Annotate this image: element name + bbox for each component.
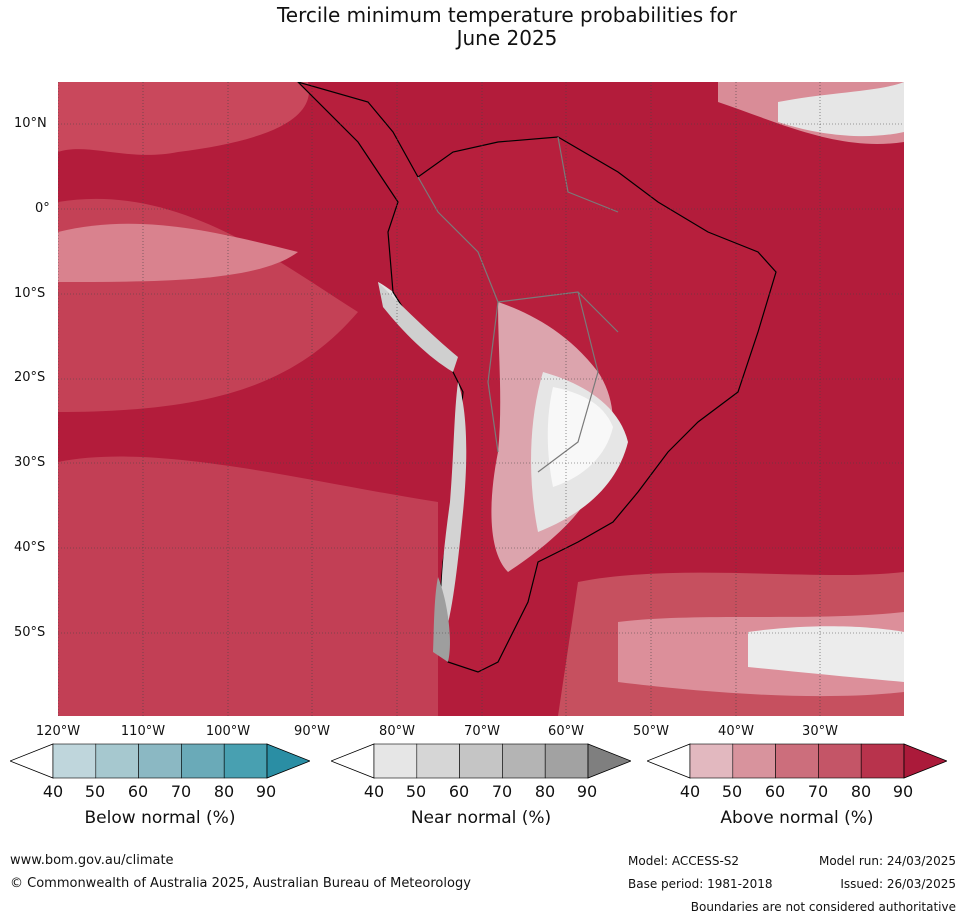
country-borders <box>417 136 619 473</box>
legend-tick: 60 <box>764 782 786 801</box>
model-run: Model run: 24/03/2025 <box>818 854 956 868</box>
colorbar-segment <box>775 743 819 779</box>
legend-title-below: Below normal (%) <box>84 808 236 828</box>
legend-tick: 60 <box>127 782 149 801</box>
colorbar-segment <box>416 743 460 779</box>
above-region-mid <box>58 456 438 716</box>
colorbar-extend-low <box>10 743 54 779</box>
legend-tick: 90 <box>576 782 598 801</box>
legend-tick: 40 <box>679 782 701 801</box>
title-line-1: Tercile minimum temperature probabilitie… <box>276 3 738 27</box>
colorbar-extend-high <box>587 743 631 779</box>
lat-label: 50°S <box>14 625 46 640</box>
below-colorbar <box>10 743 310 779</box>
near-region <box>748 626 904 682</box>
colorbar-segment <box>223 743 268 779</box>
legend-tick: 90 <box>892 782 914 801</box>
near-region <box>778 82 904 137</box>
chart-title: Tercile minimum temperature probabilitie… <box>0 4 965 50</box>
colorbar-segment <box>181 743 225 779</box>
issued-date: Issued: 26/03/2025 <box>840 877 956 891</box>
colorbar-extend-high <box>266 743 310 779</box>
lon-label: 40°W <box>718 724 754 739</box>
colorbar-segment <box>860 743 905 779</box>
legend-tick: 70 <box>491 782 513 801</box>
base-period: Base period: 1981-2018 <box>628 877 773 891</box>
above-region-light <box>58 223 298 282</box>
legend-tick: 80 <box>213 782 235 801</box>
colorbar-segment <box>52 743 97 779</box>
colorbar-segment <box>544 743 589 779</box>
legend-tick: 40 <box>363 782 385 801</box>
colorbar-segment <box>689 743 734 779</box>
legend-tick: 40 <box>42 782 64 801</box>
disclaimer: Boundaries are not considered authoritat… <box>690 900 956 914</box>
lat-label: 0° <box>35 201 50 216</box>
lat-label: 10°N <box>14 116 47 131</box>
colorbar-segment <box>95 743 139 779</box>
colorbar-segment <box>138 743 182 779</box>
footer-copyright: © Commonwealth of Australia 2025, Austra… <box>10 876 471 891</box>
legend-title-near: Near normal (%) <box>410 808 552 828</box>
legend-tick: 60 <box>448 782 470 801</box>
lat-label: 10°S <box>14 286 46 301</box>
lon-label: 80°W <box>379 724 415 739</box>
near-colorbar <box>331 743 631 779</box>
near-region-dark <box>378 282 458 372</box>
lon-label: 50°W <box>633 724 669 739</box>
probability-map <box>58 82 904 716</box>
colorbar-segment <box>502 743 546 779</box>
legend-tick: 50 <box>721 782 743 801</box>
near-region-dark <box>433 577 450 662</box>
near-region <box>440 382 467 642</box>
above-colorbar <box>647 743 947 779</box>
near-region-white <box>547 387 613 487</box>
lon-label: 70°W <box>464 724 500 739</box>
lon-label: 90°W <box>294 724 330 739</box>
legend-tick: 70 <box>170 782 192 801</box>
title-line-2: June 2025 <box>456 26 558 50</box>
colorbar-segment <box>373 743 418 779</box>
map-gridlines <box>58 82 904 716</box>
colorbar-extend-low <box>647 743 691 779</box>
above-region-mid <box>58 82 310 155</box>
lat-label: 40°S <box>14 540 46 555</box>
legend-title-above: Above normal (%) <box>720 808 874 828</box>
colorbar-segment <box>818 743 862 779</box>
legend-tick: 90 <box>255 782 277 801</box>
legend-tick: 50 <box>405 782 427 801</box>
legend-tick: 80 <box>534 782 556 801</box>
model-name: Model: ACCESS-S2 <box>628 854 740 868</box>
lon-label: 100°W <box>205 724 251 739</box>
lon-label: 110°W <box>120 724 166 739</box>
legend-tick: 80 <box>850 782 872 801</box>
lon-label: 120°W <box>35 724 81 739</box>
legend-tick: 50 <box>84 782 106 801</box>
colorbar-segment <box>459 743 503 779</box>
lon-label: 30°W <box>802 724 838 739</box>
footer-url[interactable]: www.bom.gov.au/climate <box>10 853 174 868</box>
colorbar-extend-low <box>331 743 375 779</box>
colorbar-segment <box>732 743 776 779</box>
lon-label: 60°W <box>548 724 584 739</box>
lat-label: 30°S <box>14 455 46 470</box>
lat-label: 20°S <box>14 370 46 385</box>
legend-tick: 70 <box>807 782 829 801</box>
colorbar-extend-high <box>903 743 947 779</box>
